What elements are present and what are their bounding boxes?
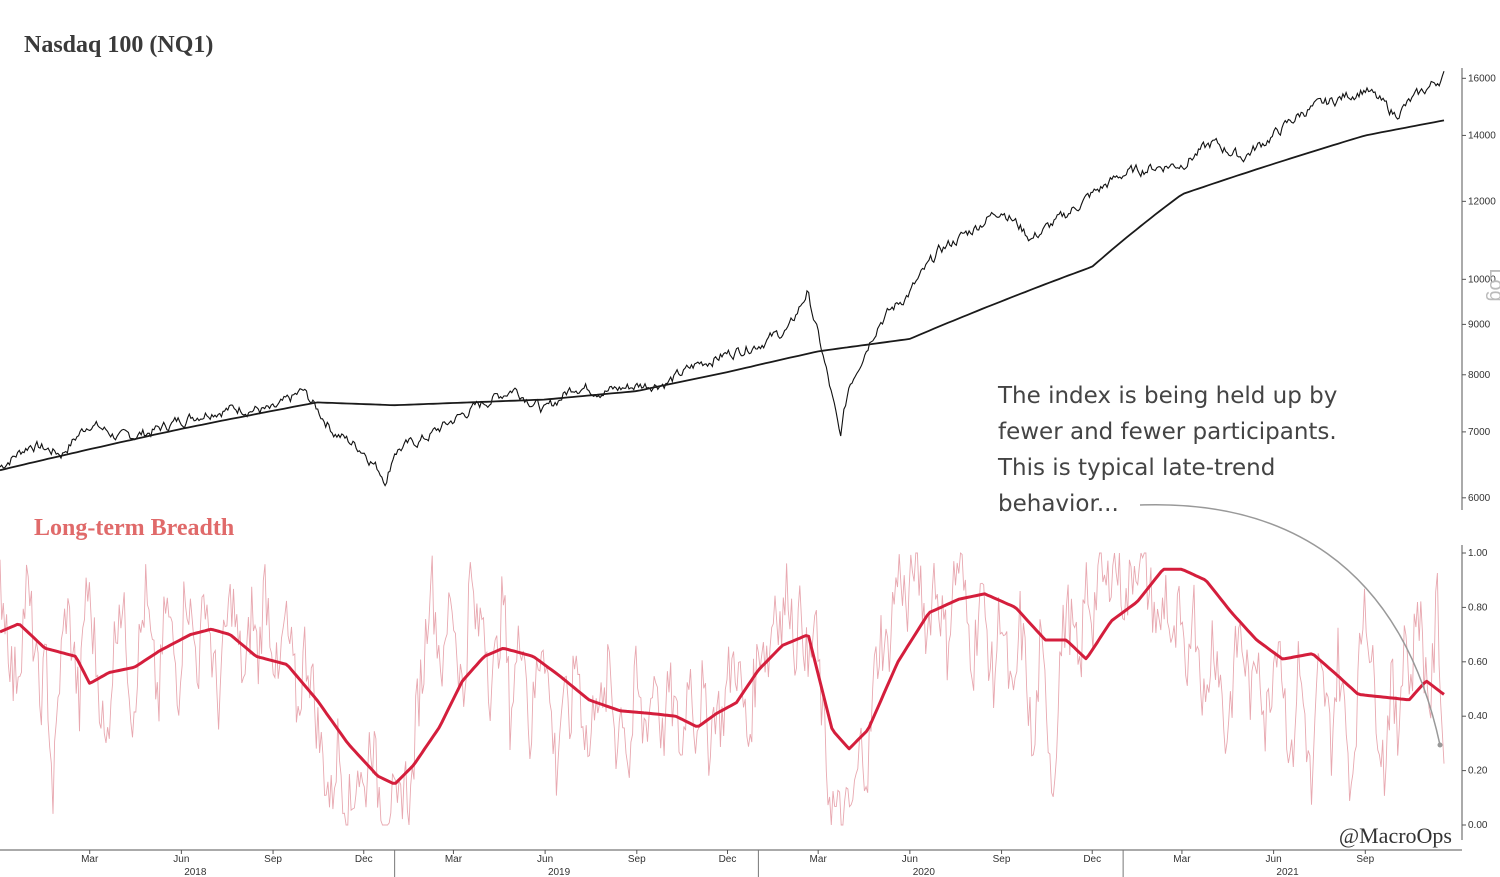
annotation-line-1: The index is being held up by [997, 383, 1337, 409]
price-y-tick-label-6: 14000 [1468, 130, 1496, 141]
breadth-y-tick-label-1: 0.20 [1468, 766, 1488, 777]
breadth-y-tick-label-3: 0.60 [1468, 657, 1488, 668]
breadth-plot-area [0, 552, 1445, 826]
x-tick-label-1: Jun [173, 854, 189, 865]
x-tick-label-5: Jun [537, 854, 553, 865]
x-tick-label-8: Mar [810, 854, 828, 865]
x-axis-ticks: Mar Jun Sep Dec Mar Jun Sep Dec Mar Jun Sep Dec Mar J… [81, 850, 1375, 877]
annotation-line-3: This is typical late-trend [997, 455, 1275, 481]
moving-average-line [0, 119, 1445, 472]
breadth-y-tick-label-0: 0.00 [1468, 820, 1488, 831]
breadth-y-tick-label-4: 0.80 [1468, 602, 1488, 613]
x-year-label-2: 2020 [913, 867, 936, 877]
breadth-y-tick-label-2: 0.40 [1468, 711, 1488, 722]
price-series-line [0, 71, 1445, 487]
annotation: The index is being held up by fewer and … [997, 383, 1337, 517]
x-tick-label-6: Sep [628, 854, 646, 865]
price-y-ticks: 6000 7000 8000 9000 10000 12000 14000 16000 [1462, 73, 1496, 504]
x-tick-label-0: Mar [81, 854, 99, 865]
breadth-smoothed-line [0, 567, 1445, 785]
x-year-label-1: 2019 [548, 867, 571, 877]
x-tick-label-13: Jun [1266, 854, 1282, 865]
annotation-line-2: fewer and fewer participants. [998, 419, 1337, 445]
watermark: @MacroOps [1339, 823, 1452, 848]
price-y-tick-label-0: 6000 [1468, 493, 1491, 504]
breadth-raw-line [0, 552, 1445, 826]
annotation-arrow [1139, 503, 1441, 746]
price-chart-title: Nasdaq 100 (NQ1) [24, 32, 213, 58]
x-tick-label-14: Sep [1356, 854, 1374, 865]
price-y-tick-label-4: 10000 [1468, 274, 1496, 285]
price-y-tick-label-5: 12000 [1468, 196, 1496, 207]
x-tick-label-2: Sep [264, 854, 282, 865]
annotation-arrow-head [1437, 742, 1443, 748]
breadth-chart-title: Long-term Breadth [34, 515, 234, 541]
x-tick-label-4: Mar [445, 854, 463, 865]
breadth-y-tick-label-5: 1.00 [1468, 548, 1488, 559]
price-y-tick-label-1: 7000 [1468, 427, 1491, 438]
price-plot-area [0, 71, 1445, 487]
annotation-line-4: behavior... [998, 491, 1119, 517]
x-year-label-3: 2021 [1276, 867, 1299, 877]
x-tick-label-3: Dec [355, 854, 373, 865]
x-tick-label-7: Dec [719, 854, 737, 865]
log-scale-label: Log [1485, 268, 1500, 301]
x-tick-label-12: Mar [1173, 854, 1191, 865]
price-y-tick-label-3: 9000 [1468, 319, 1491, 330]
x-tick-label-10: Sep [993, 854, 1011, 865]
x-year-label-0: 2018 [184, 867, 207, 877]
price-y-tick-label-2: 8000 [1468, 370, 1491, 381]
x-tick-label-9: Jun [902, 854, 918, 865]
x-tick-label-11: Dec [1083, 854, 1101, 865]
breadth-y-ticks: 0.00 0.20 0.40 0.60 0.80 1.00 [1462, 548, 1488, 831]
price-y-tick-label-7: 16000 [1468, 73, 1496, 84]
